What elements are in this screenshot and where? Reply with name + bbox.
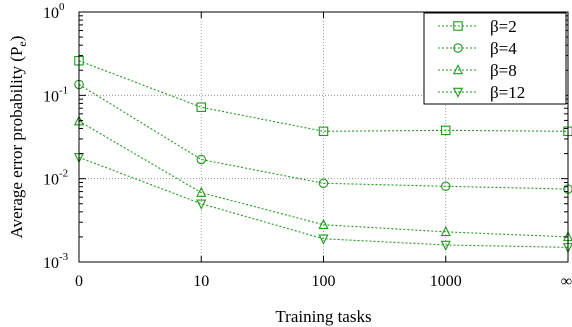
data-point <box>318 218 329 229</box>
x-tick-label: 10 <box>193 273 209 290</box>
data-point <box>318 178 329 189</box>
x-tick-label: ∞ <box>561 273 572 290</box>
x-axis-label: Training tasks <box>275 307 371 326</box>
series-lines <box>78 60 569 248</box>
x-tick-label: 1000 <box>430 273 462 290</box>
y-tick-label-exponent: 0 <box>59 1 65 13</box>
series-line-2 <box>78 120 569 238</box>
y-tick-label-base: 10 <box>43 5 59 22</box>
legend-label: β=8 <box>490 61 517 80</box>
legend-label: β=2 <box>490 17 517 36</box>
y-axis-label-subscript: e <box>15 41 29 46</box>
y-tick-label-exponent: -3 <box>59 251 69 263</box>
legend-marker <box>453 43 463 53</box>
legend-marker <box>452 64 464 75</box>
y-tick-label-exponent: -1 <box>59 84 68 96</box>
y-tick-label-base: 10 <box>43 172 59 189</box>
data-point <box>196 154 207 165</box>
y-tick-label: 100 <box>43 1 65 22</box>
y-tick-label: 10-1 <box>43 84 68 105</box>
data-point <box>196 102 207 112</box>
legend-marker <box>452 87 464 98</box>
data-point <box>440 181 451 192</box>
data-point <box>440 225 451 237</box>
data-point <box>318 126 329 137</box>
y-tick-label: 10-2 <box>43 168 68 189</box>
legend: β=2 β=4 β=8 β=12 <box>423 12 567 105</box>
legend-marker <box>453 21 463 31</box>
data-point <box>196 186 207 197</box>
legend-box <box>423 12 567 105</box>
grid-lines <box>79 12 568 262</box>
y-axis-label: Average error probability (Pe) <box>7 36 29 239</box>
legend-label: β=12 <box>490 83 525 102</box>
x-tick-label: 0 <box>75 273 83 290</box>
y-tick-label-exponent: -2 <box>59 168 68 180</box>
y-axis-label-close: ) <box>7 36 26 42</box>
data-point <box>440 125 451 136</box>
data-point <box>196 199 207 210</box>
y-axis-label-main: Average error probability (P <box>7 47 26 239</box>
x-tick-labels: 0 10 100 1000 ∞ <box>75 273 572 290</box>
x-tick-label: 100 <box>312 273 336 290</box>
series-line-3 <box>78 156 569 248</box>
y-tick-label-base: 10 <box>43 255 59 272</box>
data-point <box>318 234 329 245</box>
legend-label: β=4 <box>490 39 517 58</box>
data-point <box>440 240 451 251</box>
y-tick-label: 10-3 <box>43 251 69 272</box>
y-tick-label-base: 10 <box>43 88 59 105</box>
